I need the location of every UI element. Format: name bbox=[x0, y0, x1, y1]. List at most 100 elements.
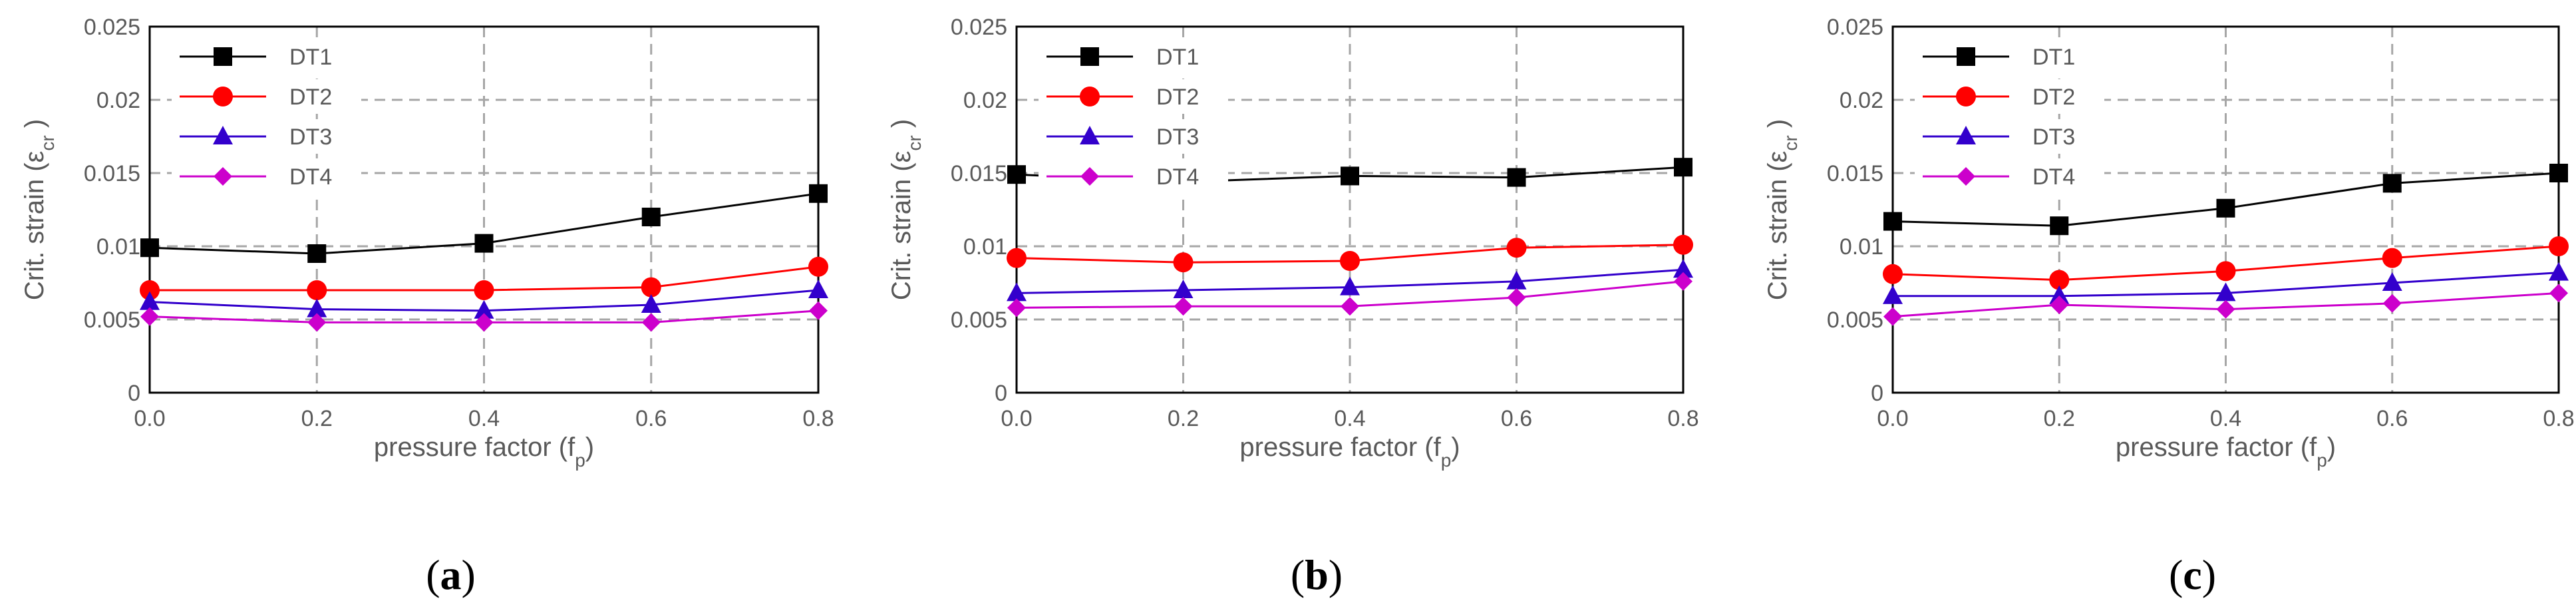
x-axis-label: pressure factor (fp) bbox=[1239, 433, 1460, 471]
data-point bbox=[1674, 158, 1692, 177]
x-tick-label: 0.6 bbox=[635, 406, 667, 431]
y-axis-label: Crit. strain (εcr ) bbox=[1763, 119, 1801, 300]
plot-frame bbox=[148, 25, 820, 394]
legend-label: DT1 bbox=[1156, 45, 1199, 70]
data-point bbox=[641, 277, 661, 298]
x-tick-label: 0.0 bbox=[1001, 406, 1032, 431]
y-axis-label-end: ) bbox=[887, 119, 916, 135]
x-tick-label: 0.6 bbox=[2376, 406, 2408, 431]
caption-letter: a bbox=[440, 551, 462, 598]
x-tick-label: 0.8 bbox=[802, 406, 834, 431]
data-point bbox=[1173, 280, 1194, 298]
data-point bbox=[474, 234, 494, 253]
plot-frame bbox=[1015, 25, 1685, 394]
y-tick-label: 0.015 bbox=[1827, 161, 1883, 186]
caption-open-paren: ( bbox=[1291, 551, 1305, 598]
data-point bbox=[2382, 248, 2402, 268]
legend-marker bbox=[1080, 126, 1100, 144]
y-tick-label: 0.025 bbox=[1827, 15, 1883, 40]
caption-letter: b bbox=[1305, 551, 1329, 598]
data-point bbox=[1507, 288, 1526, 307]
series-dt1 bbox=[140, 184, 828, 263]
y-tick-label: 0.005 bbox=[951, 307, 1007, 333]
legend: DT1 DT2 DT3 DT4 bbox=[1915, 39, 2104, 194]
x-tick-label: 0.2 bbox=[301, 406, 333, 431]
data-point bbox=[2382, 174, 2402, 193]
legend-label: DT4 bbox=[1156, 164, 1199, 190]
legend-marker bbox=[1956, 87, 1976, 106]
data-point bbox=[2216, 198, 2235, 218]
data-point bbox=[1883, 264, 1903, 284]
data-point bbox=[2549, 236, 2569, 256]
y-tick-label: 0 bbox=[995, 381, 1007, 406]
data-point bbox=[1340, 276, 1360, 296]
legend-marker bbox=[213, 87, 233, 106]
legend-label: DT1 bbox=[2032, 45, 2075, 70]
data-point bbox=[1883, 212, 1902, 231]
caption-close-paren: ) bbox=[2202, 551, 2216, 598]
y-tick-label: 0.015 bbox=[84, 161, 140, 186]
x-axis-label: pressure factor (fp) bbox=[2116, 433, 2336, 471]
series-dt1 bbox=[1883, 164, 2568, 236]
caption-close-paren: ) bbox=[1329, 551, 1343, 598]
legend-label: DT3 bbox=[2032, 124, 2075, 150]
legend-label: DT3 bbox=[1156, 124, 1199, 150]
y-axis-label-sub: cr bbox=[37, 135, 58, 150]
legend-marker bbox=[214, 167, 232, 186]
legend-label: DT3 bbox=[289, 124, 332, 150]
series-dt3 bbox=[1007, 259, 1693, 302]
data-point bbox=[2549, 284, 2568, 303]
x-tick-label: 0.8 bbox=[1667, 406, 1698, 431]
x-tick-label: 0.6 bbox=[1501, 406, 1532, 431]
series-dt3 bbox=[140, 280, 828, 319]
data-point bbox=[809, 301, 828, 320]
x-axis-label: pressure factor (fp) bbox=[374, 433, 594, 471]
data-point bbox=[1340, 251, 1360, 271]
y-axis-label-end: ) bbox=[20, 119, 49, 135]
data-point bbox=[140, 280, 160, 300]
series-dt2 bbox=[1007, 234, 1693, 273]
chart-panel-b: 0 0.005 0.01 0.015 0.02 0.025 0.0 0.2 0.4 0.6 0.8 p… bbox=[887, 15, 1699, 598]
y-tick-label: 0.01 bbox=[96, 234, 140, 260]
y-tick-label: 0.01 bbox=[1840, 234, 1883, 260]
data-point bbox=[2549, 262, 2569, 281]
data-point bbox=[641, 294, 661, 313]
data-point bbox=[641, 313, 661, 332]
data-point bbox=[2049, 270, 2070, 290]
data-point bbox=[1673, 234, 1693, 255]
y-tick-label: 0.015 bbox=[951, 161, 1007, 186]
legend-label: DT2 bbox=[1156, 85, 1199, 110]
series-dt2 bbox=[1883, 236, 2569, 290]
y-axis-label-end: ) bbox=[1763, 119, 1792, 135]
series-dt4 bbox=[140, 301, 828, 332]
y-tick-label: 0.02 bbox=[963, 88, 1007, 113]
data-point bbox=[1173, 252, 1194, 273]
legend-marker bbox=[1080, 87, 1100, 106]
x-axis-label-sub: p bbox=[1441, 450, 1452, 471]
legend-marker bbox=[1957, 167, 1975, 186]
y-axis-label-main: Crit. strain (ε bbox=[887, 150, 916, 300]
x-axis-label-sub: p bbox=[2317, 450, 2327, 471]
panel-caption: (a) bbox=[426, 551, 476, 598]
data-point bbox=[140, 291, 160, 310]
data-point bbox=[1883, 307, 1902, 326]
y-axis-label: Crit. strain (εcr ) bbox=[887, 119, 925, 300]
legend-marker bbox=[1957, 47, 1975, 66]
y-tick-label: 0.025 bbox=[84, 15, 140, 40]
legend: DT1 DT2 DT3 DT4 bbox=[1039, 39, 1228, 194]
x-tick-label: 0.8 bbox=[2543, 406, 2574, 431]
data-point bbox=[2215, 261, 2236, 282]
y-axis-label-sub: cr bbox=[1780, 135, 1801, 150]
data-point bbox=[2215, 282, 2236, 302]
data-point bbox=[809, 184, 828, 203]
y-tick-label: 0.01 bbox=[963, 234, 1007, 260]
data-point bbox=[1007, 282, 1027, 302]
x-tick-label: 0.4 bbox=[2210, 406, 2241, 431]
data-point bbox=[808, 280, 828, 298]
legend: DT1 DT2 DT3 DT4 bbox=[172, 39, 361, 194]
legend-label: DT1 bbox=[289, 45, 332, 70]
caption-close-paren: ) bbox=[462, 551, 476, 598]
series-dt4 bbox=[1007, 272, 1692, 317]
series-dt2 bbox=[140, 256, 828, 300]
x-tick-label: 0.4 bbox=[468, 406, 500, 431]
